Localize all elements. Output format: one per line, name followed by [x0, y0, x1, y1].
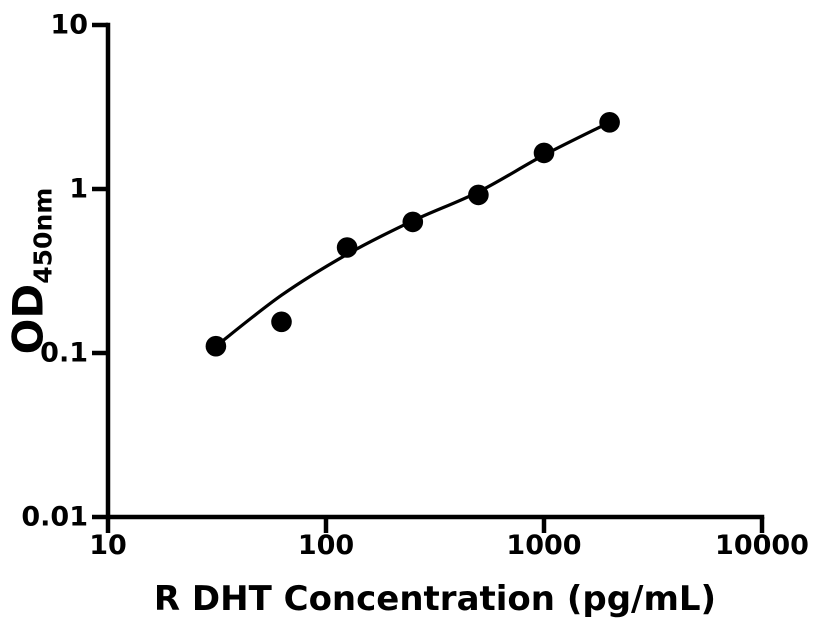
data-point	[336, 237, 358, 258]
y-tick-label: 0.01	[21, 501, 88, 533]
data-point	[599, 112, 620, 133]
y-axis-title-subscript: 450nm	[28, 187, 57, 284]
x-tick-label: 100	[297, 530, 355, 561]
data-point	[271, 311, 292, 333]
data-point	[533, 142, 555, 164]
y-tick-label: 10	[50, 9, 88, 41]
x-tick-label: 10000	[715, 530, 809, 561]
axis-spines	[105, 22, 765, 520]
data-point	[205, 335, 227, 357]
y-axis-title-main: OD	[3, 283, 52, 355]
x-tick-label: 10	[89, 530, 127, 561]
y-axis-title: OD450nm	[2, 25, 60, 517]
data-point	[468, 184, 489, 206]
x-tick-label: 1000	[506, 530, 582, 561]
x-axis-title: R DHT Concentration (pg/mL)	[153, 579, 717, 619]
y-tick-label: 1	[69, 173, 88, 205]
y-tick-label: 0.1	[40, 337, 88, 369]
y-axis-title-text: OD450nm	[3, 187, 57, 355]
data-point	[402, 211, 424, 233]
